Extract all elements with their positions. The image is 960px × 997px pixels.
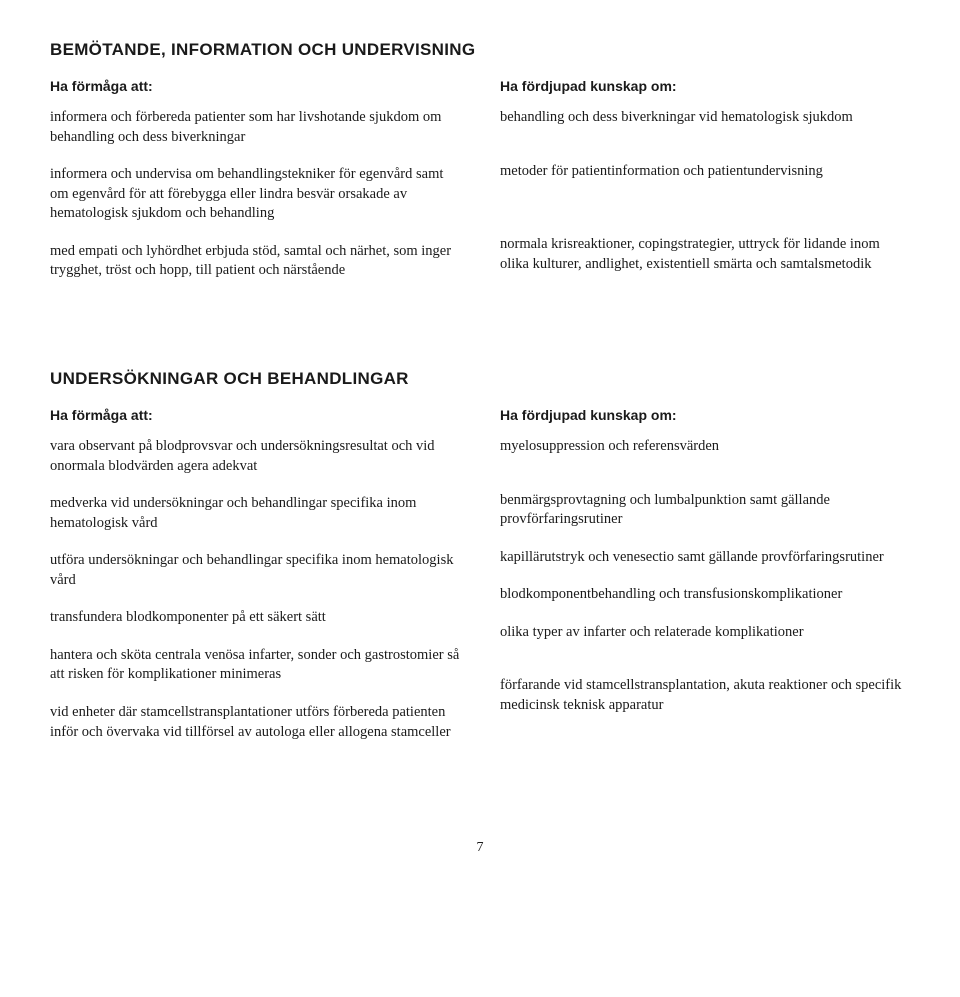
section1-left-item: informera och förbereda patienter som ha… — [50, 108, 460, 147]
section2-left-col: Ha förmåga att: vara observant på blodpr… — [50, 407, 460, 760]
section2-right-item: myelosuppression och referensvärden — [500, 437, 910, 457]
section1-right-col: Ha fördjupad kunskap om: behandling och … — [500, 78, 910, 299]
section2-right-item: benmärgsprovtagning och lumbalpunktion s… — [500, 491, 910, 530]
section2-heading: UNDERSÖKNINGAR OCH BEHANDLINGAR — [50, 369, 910, 389]
section2-columns: Ha förmåga att: vara observant på blodpr… — [50, 407, 910, 760]
section2-left-item: medverka vid undersökningar och behandli… — [50, 494, 460, 533]
page-number: 7 — [50, 840, 910, 856]
section2-left-item: transfundera blodkomponenter på ett säke… — [50, 608, 460, 628]
section2-left-item: vara observant på blodprovsvar och under… — [50, 437, 460, 476]
section1-right-subhead: Ha fördjupad kunskap om: — [500, 78, 910, 94]
section2-right-col: Ha fördjupad kunskap om: myelosuppressio… — [500, 407, 910, 760]
section1-right-item: metoder för patientinformation och patie… — [500, 162, 910, 182]
section1-right-item: behandling och dess biverkningar vid hem… — [500, 108, 910, 128]
section1-columns: Ha förmåga att: informera och förbereda … — [50, 78, 910, 299]
section1-right-item: normala krisreaktioner, copingstrategier… — [500, 235, 910, 274]
section2-right-subhead: Ha fördjupad kunskap om: — [500, 407, 910, 423]
section1-left-subhead: Ha förmåga att: — [50, 78, 460, 94]
section2-right-item: olika typer av infarter och relaterade k… — [500, 623, 910, 643]
section-undersokningar: UNDERSÖKNINGAR OCH BEHANDLINGAR Ha förmå… — [50, 369, 910, 760]
section2-left-item: hantera och sköta centrala venösa infart… — [50, 646, 460, 685]
section2-left-item: vid enheter där stamcellstransplantation… — [50, 703, 460, 742]
section1-heading: BEMÖTANDE, INFORMATION OCH UNDERVISNING — [50, 40, 910, 60]
section2-right-item: förfarande vid stamcellstransplantation,… — [500, 676, 910, 715]
section1-left-item: informera och undervisa om behandlingste… — [50, 165, 460, 224]
section1-left-item: med empati och lyhördhet erbjuda stöd, s… — [50, 242, 460, 281]
section2-right-item: kapillärutstryk och venesectio samt gäll… — [500, 548, 910, 568]
section2-right-item: blodkomponentbehandling och transfusions… — [500, 585, 910, 605]
section2-left-item: utföra undersökningar och behandlingar s… — [50, 551, 460, 590]
section-bemotande: BEMÖTANDE, INFORMATION OCH UNDERVISNING … — [50, 40, 910, 299]
section2-left-subhead: Ha förmåga att: — [50, 407, 460, 423]
section1-left-col: Ha förmåga att: informera och förbereda … — [50, 78, 460, 299]
